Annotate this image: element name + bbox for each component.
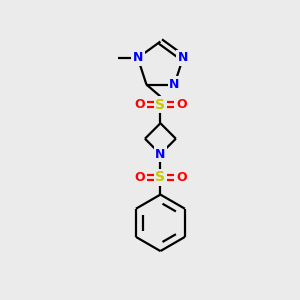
Text: O: O	[176, 98, 187, 111]
Text: N: N	[178, 51, 188, 64]
Text: S: S	[155, 98, 165, 112]
Text: O: O	[134, 171, 145, 184]
Text: N: N	[155, 148, 166, 161]
Text: N: N	[169, 78, 180, 91]
Text: N: N	[133, 51, 143, 64]
Text: O: O	[134, 98, 145, 111]
Text: O: O	[176, 171, 187, 184]
Text: S: S	[155, 170, 165, 184]
